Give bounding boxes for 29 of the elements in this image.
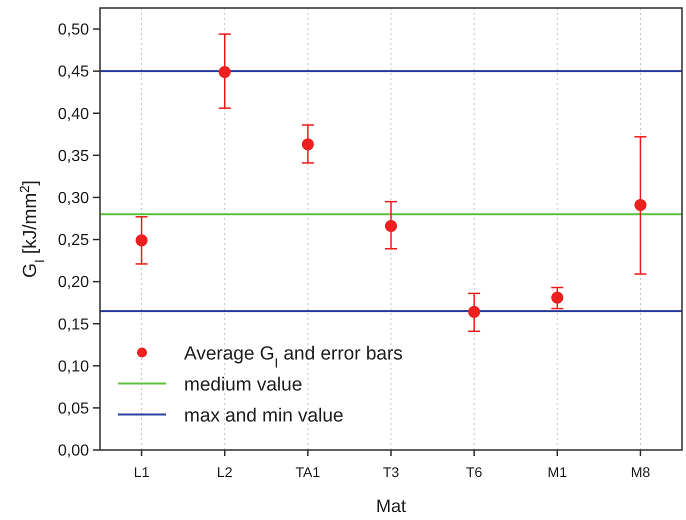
x-tick-label: M8: [630, 464, 650, 480]
y-tick-label: 0,40: [58, 106, 90, 123]
point: [302, 138, 314, 150]
y-tick-label: 0,25: [58, 232, 90, 250]
point: [218, 66, 231, 78]
x-tick-label: T3: [382, 464, 400, 480]
x-tick-label: T6: [466, 464, 483, 480]
legend-label: max and min value: [184, 406, 344, 426]
y-tick-label: 0,35: [58, 148, 90, 165]
y-tick-label: 0,05: [58, 400, 90, 418]
point: [385, 220, 397, 232]
point: [634, 199, 646, 212]
y-tick-label: 0,15: [58, 316, 90, 334]
x-tick-label: L1: [134, 464, 150, 480]
x-tick-label: L2: [216, 464, 233, 480]
legend-label: medium value: [184, 374, 302, 396]
legend-label: Average G$_{I}$ and error bars: [184, 344, 403, 370]
y-tick-label: 0,50: [58, 22, 90, 39]
x-axis-title: Mat: [376, 496, 406, 516]
point: [551, 292, 564, 304]
y-tick-label: 0,20: [58, 274, 90, 292]
x-tick-label: TA1: [296, 464, 320, 480]
y-tick-label: 0,10: [58, 358, 90, 376]
x-tick-label: M1: [548, 464, 568, 480]
y-tick-label: 0,00: [58, 442, 90, 460]
y-tick-label: 0,30: [58, 190, 90, 208]
y-tick-label: 0,45: [58, 64, 90, 81]
point: [468, 306, 480, 318]
point: [136, 234, 148, 246]
